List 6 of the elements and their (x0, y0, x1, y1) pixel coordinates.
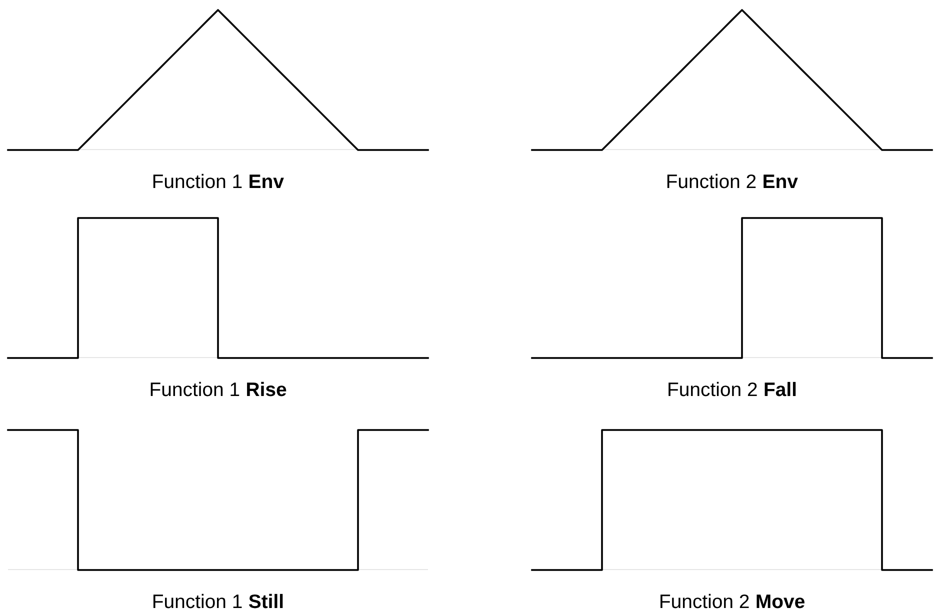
text: Function 2 Fall (668, 382, 796, 396)
text: Function 1 Env (153, 174, 284, 188)
text: Function 2 Move (660, 594, 804, 608)
text: Function 1 Still (153, 594, 283, 608)
text: Function 2 Env (667, 174, 798, 188)
text: Function 1 Rise (150, 382, 286, 396)
